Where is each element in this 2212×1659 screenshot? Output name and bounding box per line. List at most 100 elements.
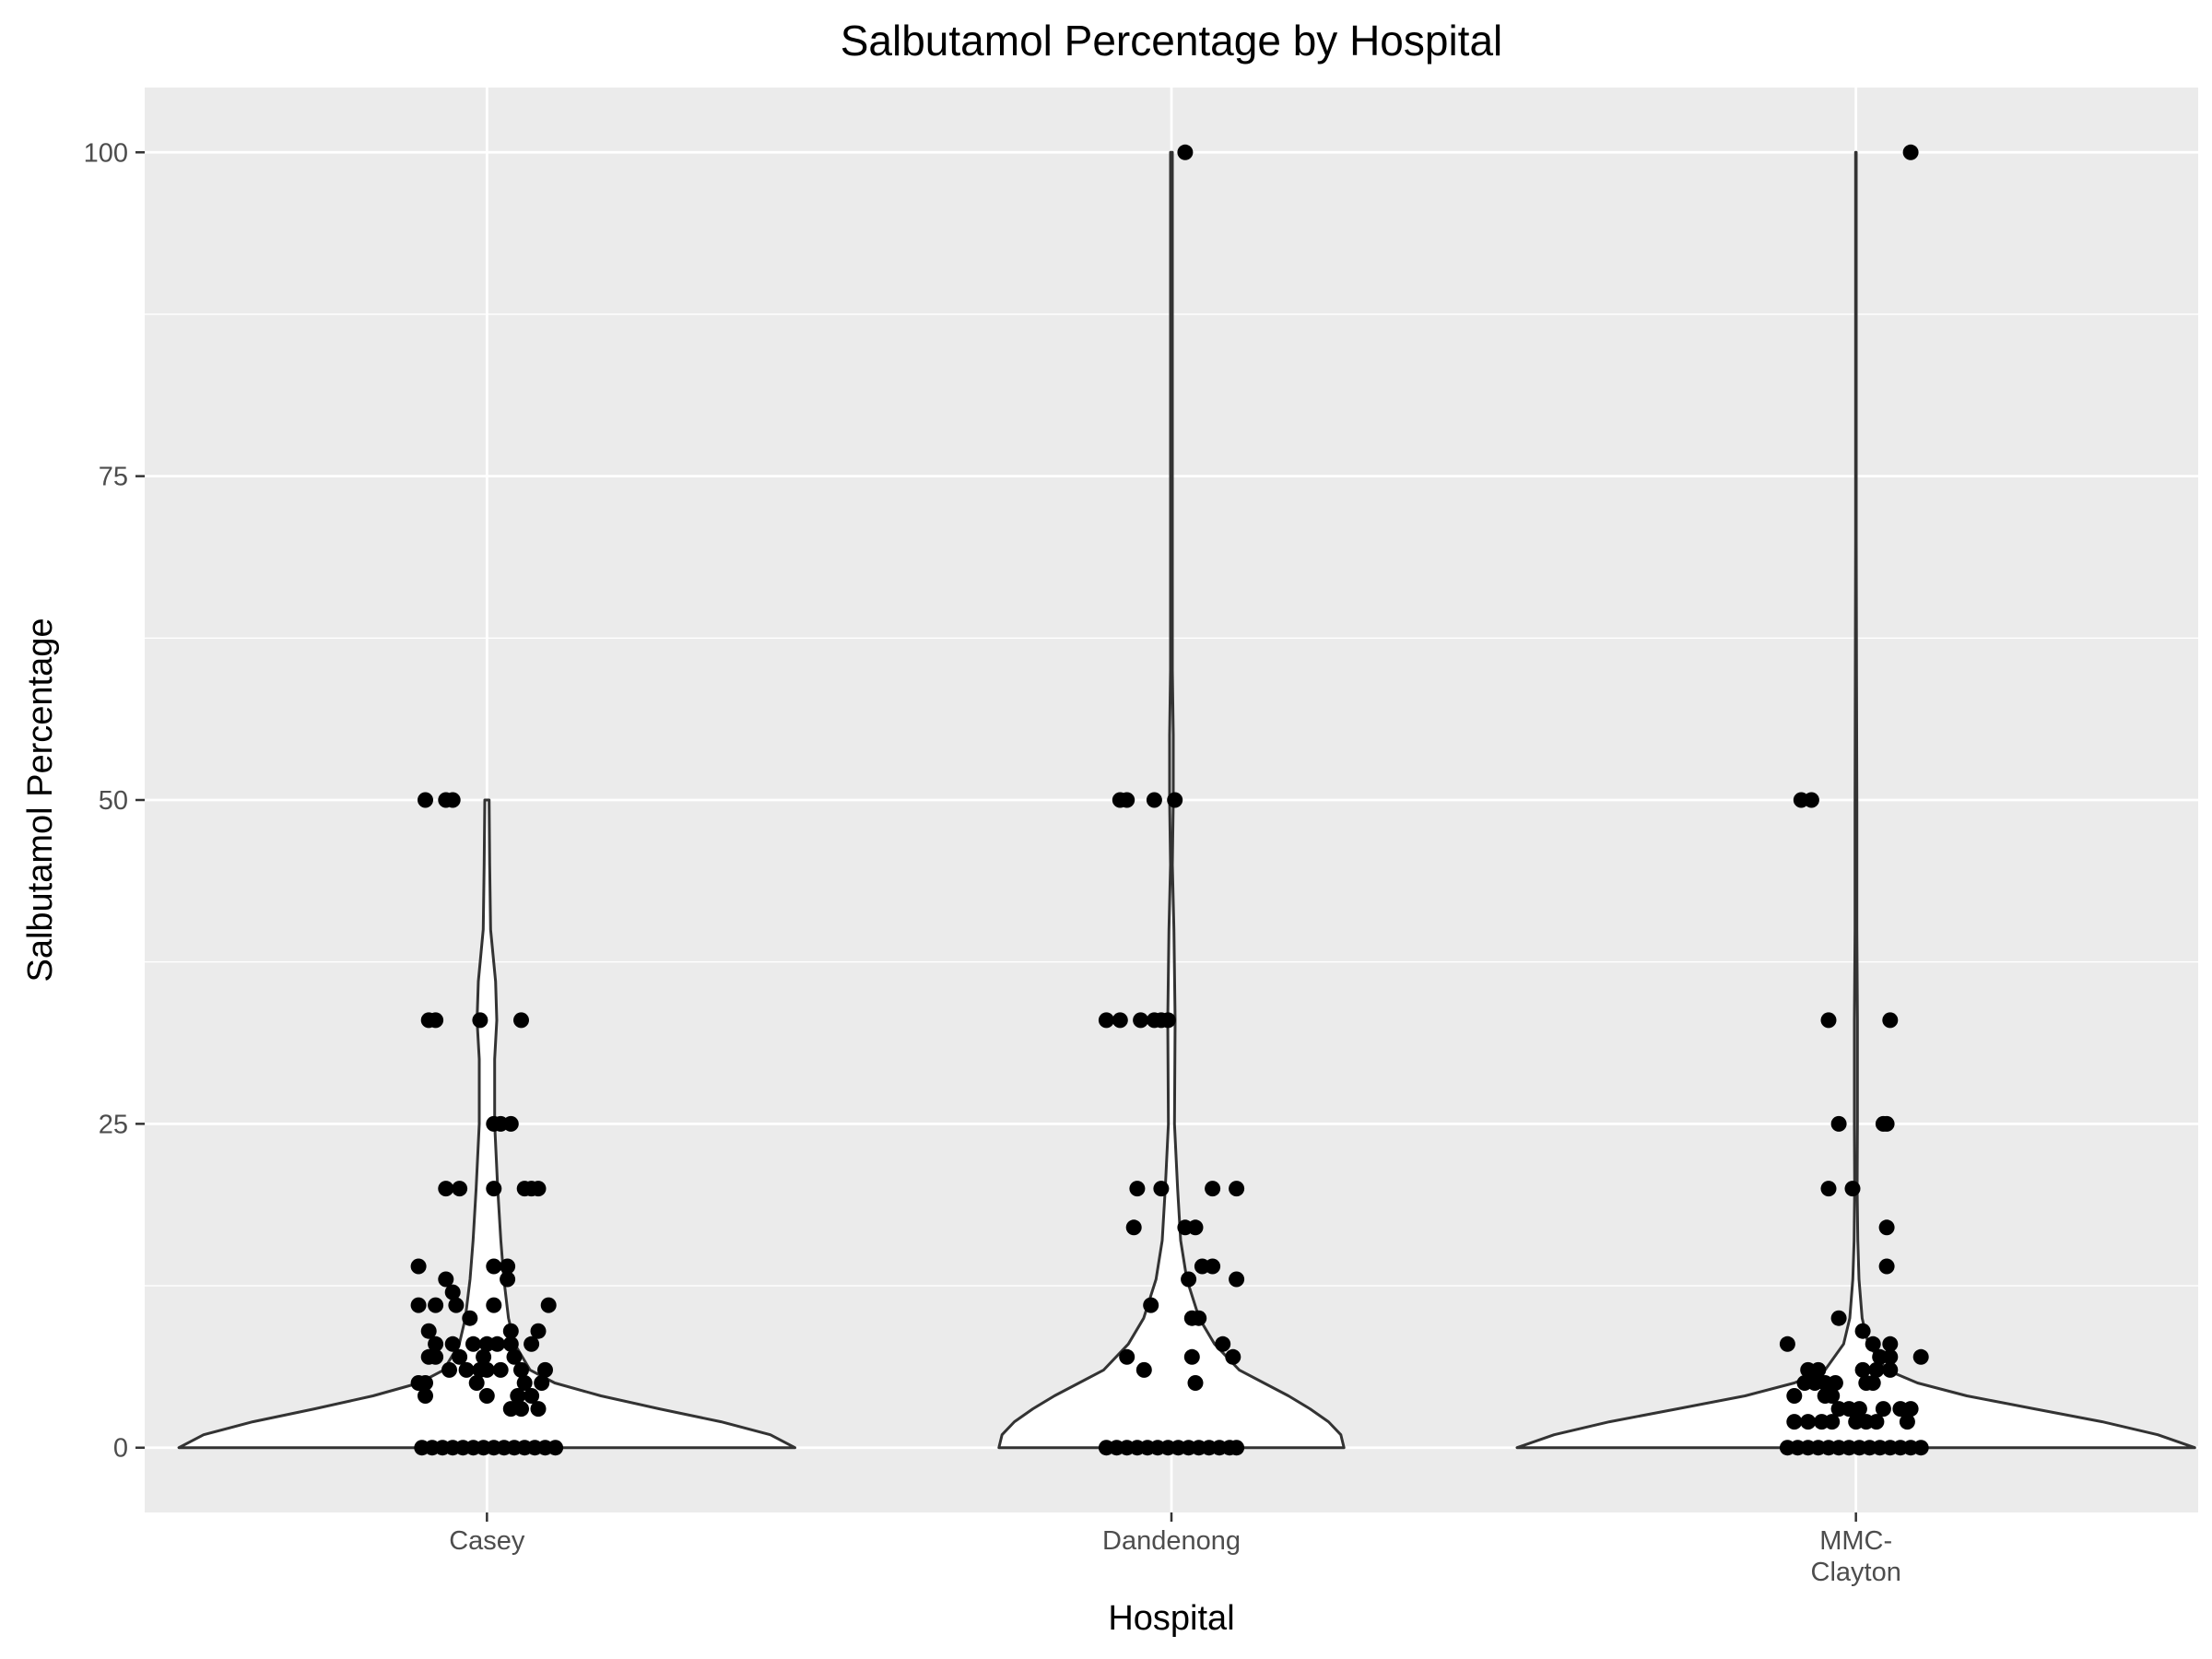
data-point xyxy=(513,1361,529,1378)
data-point xyxy=(1844,1181,1861,1197)
data-point xyxy=(468,1375,485,1391)
data-point xyxy=(547,1440,564,1456)
data-point xyxy=(418,792,433,808)
data-point xyxy=(524,1388,540,1404)
data-point xyxy=(1229,1181,1245,1197)
data-point xyxy=(1159,1012,1176,1029)
data-point xyxy=(478,1388,495,1404)
data-point xyxy=(448,1297,465,1313)
data-point xyxy=(524,1335,540,1352)
data-point xyxy=(1135,1361,1152,1378)
y-tick-label: 25 xyxy=(99,1110,128,1139)
data-point xyxy=(1878,1219,1895,1236)
data-point xyxy=(1143,1297,1159,1313)
data-point xyxy=(476,1348,492,1365)
data-point xyxy=(418,1375,433,1391)
data-point xyxy=(1865,1335,1881,1352)
data-point xyxy=(410,1297,427,1313)
data-point xyxy=(486,1258,502,1275)
data-point xyxy=(444,792,461,808)
data-point xyxy=(420,1323,437,1339)
data-point xyxy=(1851,1401,1867,1418)
data-point xyxy=(465,1335,481,1352)
data-point xyxy=(537,1361,553,1378)
data-point xyxy=(1882,1012,1899,1029)
data-point xyxy=(1779,1335,1795,1352)
data-point xyxy=(1129,1181,1146,1197)
y-tick-label: 75 xyxy=(99,463,128,492)
data-point xyxy=(438,1181,454,1197)
data-point xyxy=(1820,1181,1837,1197)
data-point xyxy=(1225,1348,1241,1365)
data-point xyxy=(506,1348,523,1365)
y-tick-label: 50 xyxy=(99,786,128,816)
data-point xyxy=(418,1388,433,1404)
data-point xyxy=(1181,1271,1197,1288)
data-point xyxy=(1865,1375,1881,1391)
y-axis: 0 25 50 75 100 xyxy=(84,138,145,1464)
data-point xyxy=(486,1181,502,1197)
x-axis-title: Hospital xyxy=(1108,1599,1234,1638)
data-point xyxy=(1899,1414,1915,1430)
data-point xyxy=(1125,1219,1142,1236)
data-point xyxy=(428,1012,444,1029)
y-axis-title: Salbutamol Percentage xyxy=(21,618,60,982)
data-point xyxy=(444,1284,461,1300)
data-point xyxy=(1167,792,1183,808)
data-point xyxy=(1882,1348,1899,1365)
data-point xyxy=(1912,1440,1929,1456)
data-point xyxy=(1827,1375,1843,1391)
data-point xyxy=(1205,1181,1221,1197)
x-tick-label: MMC- xyxy=(1819,1526,1892,1556)
data-point xyxy=(492,1361,509,1378)
data-point xyxy=(1229,1440,1245,1456)
data-point xyxy=(1912,1348,1929,1365)
data-point xyxy=(478,1361,495,1378)
data-point xyxy=(1830,1115,1847,1132)
data-point xyxy=(1902,144,1919,160)
data-point xyxy=(452,1181,468,1197)
data-point xyxy=(516,1375,533,1391)
data-point xyxy=(489,1335,505,1352)
data-point xyxy=(428,1348,444,1365)
x-tick-label: Casey xyxy=(449,1526,525,1556)
data-point xyxy=(510,1388,526,1404)
data-point xyxy=(1882,1361,1899,1378)
data-point xyxy=(462,1310,478,1326)
data-point xyxy=(438,1271,454,1288)
data-point xyxy=(1878,1258,1895,1275)
data-point xyxy=(1854,1361,1871,1378)
data-point xyxy=(530,1181,547,1197)
data-point xyxy=(1854,1323,1871,1339)
data-point xyxy=(1119,1348,1135,1365)
data-point xyxy=(1205,1258,1221,1275)
data-point xyxy=(1153,1181,1170,1197)
data-point xyxy=(472,1012,488,1029)
data-point xyxy=(1803,792,1819,808)
data-point xyxy=(500,1258,516,1275)
data-point xyxy=(1902,1401,1919,1418)
data-point xyxy=(1868,1414,1885,1430)
data-point xyxy=(1875,1401,1891,1418)
data-points xyxy=(410,144,1929,1456)
data-point xyxy=(1177,144,1194,160)
data-point xyxy=(1878,1115,1895,1132)
data-point xyxy=(1215,1335,1231,1352)
data-point xyxy=(441,1361,457,1378)
data-point xyxy=(458,1361,475,1378)
chart-title: Salbutamol Percentage by Hospital xyxy=(841,17,1503,65)
data-point xyxy=(444,1335,461,1352)
x-tick-label: Clayton xyxy=(1811,1558,1901,1587)
data-point xyxy=(1187,1219,1204,1236)
data-point xyxy=(1830,1310,1847,1326)
data-point xyxy=(502,1323,519,1339)
data-point xyxy=(534,1375,550,1391)
data-point xyxy=(1098,1012,1114,1029)
data-point xyxy=(1112,1012,1128,1029)
data-point xyxy=(1800,1414,1817,1430)
y-tick-label: 0 xyxy=(113,1434,128,1464)
data-point xyxy=(1119,792,1135,808)
data-point xyxy=(540,1297,557,1313)
data-point xyxy=(452,1348,468,1365)
